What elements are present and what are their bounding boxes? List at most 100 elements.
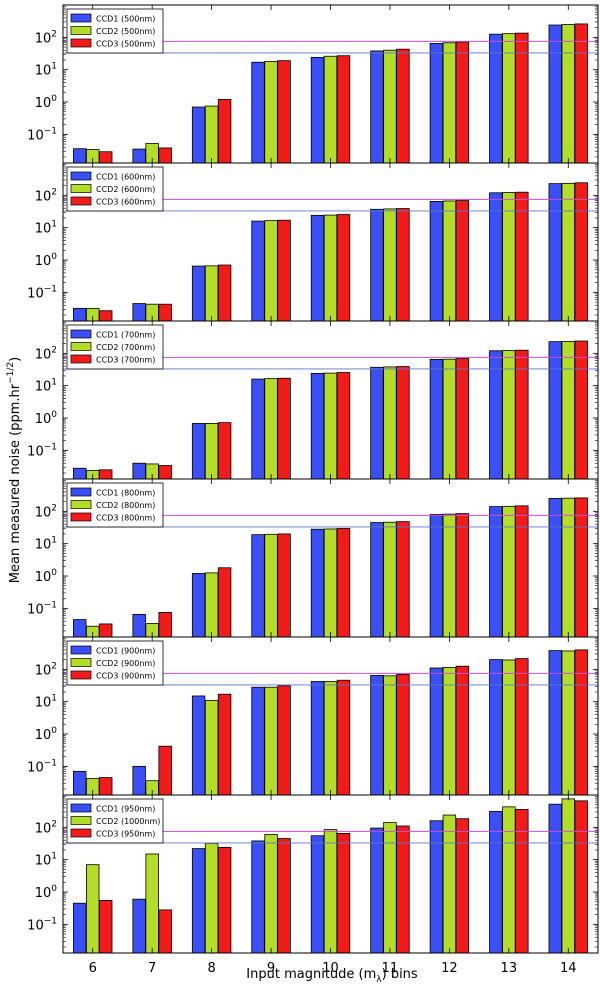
bar-ccd2-14 <box>561 650 575 796</box>
bar-ccd3-10 <box>336 832 351 954</box>
x-tick-label-6: 6 <box>89 961 97 976</box>
bar-ccd1-10 <box>310 681 325 796</box>
bar-ccd3-8 <box>217 693 232 796</box>
y-tick-base: 10 <box>35 505 52 520</box>
bar-ccd1-6 <box>73 148 87 164</box>
bar-ccd2-10 <box>323 681 338 796</box>
bar-ccd3-8 <box>217 99 232 164</box>
bar-ccd2-14 <box>561 24 575 164</box>
y-tick-exponent: −1 <box>44 916 57 926</box>
y-tick-label: 100 <box>35 252 58 269</box>
bar-ccd2-12 <box>442 42 457 164</box>
bar-ccd3-11 <box>396 825 410 954</box>
x-tick-label-7: 7 <box>148 961 156 976</box>
bar-ccd3-14 <box>574 497 588 638</box>
bar-ccd1-9 <box>251 534 265 638</box>
legend-swatch-ccd3 <box>70 512 92 522</box>
legend-swatch-ccd1 <box>70 13 92 23</box>
bar-ccd1-6 <box>73 619 87 638</box>
legend-swatch-ccd2 <box>70 816 92 825</box>
bar-ccd1-14 <box>548 498 562 638</box>
bar-ccd3-6 <box>99 777 113 796</box>
y-tick-exponent: 2 <box>51 187 57 197</box>
y-tick-base: 10 <box>35 64 52 79</box>
bar-ccd3-11 <box>396 521 410 638</box>
y-tick-base: 10 <box>35 886 52 901</box>
y-tick-exponent: 1 <box>51 694 57 704</box>
y-tick-label: 102 <box>35 29 57 46</box>
y-tick-label: 101 <box>35 220 57 237</box>
y-tick-label: 102 <box>35 661 57 678</box>
y-tick-label: 101 <box>35 62 57 79</box>
bar-ccd3-12 <box>455 358 470 480</box>
bar-ccd3-11 <box>396 48 410 164</box>
bar-ccd2-13 <box>502 350 516 480</box>
y-axis-label-main: Mean measured noise (ppm.hr <box>8 383 23 583</box>
bar-ccd1-12 <box>429 667 444 796</box>
bar-ccd3-12 <box>455 665 470 796</box>
bar-ccd3-8 <box>217 264 232 322</box>
x-tick-label-11: 11 <box>382 961 399 976</box>
legend: CCD1 (500nm) CCD2 (500nm) CCD3 (500nm) <box>66 8 164 54</box>
y-tick-exponent: 2 <box>51 29 57 39</box>
bar-ccd3-7 <box>158 465 172 480</box>
bar-ccd2-14 <box>561 798 575 954</box>
legend-label-ccd2: CCD2 (900nm) <box>96 659 155 668</box>
y-tick-label: 102 <box>35 187 57 204</box>
legend-swatch-ccd2 <box>70 658 92 667</box>
bar-ccd1-9 <box>251 220 265 322</box>
bar-ccd1-11 <box>370 522 384 638</box>
bar-ccd2-10 <box>323 214 338 322</box>
bar-ccd3-12 <box>455 818 470 954</box>
bar-ccd1-11 <box>370 674 384 796</box>
bar-ccd3-6 <box>99 151 113 164</box>
bar-ccd2-8 <box>204 842 219 954</box>
y-tick-exponent: −1 <box>44 758 57 768</box>
y-tick-base: 10 <box>35 663 52 678</box>
bar-ccd1-10 <box>310 214 325 322</box>
bar-ccd1-12 <box>429 820 444 954</box>
legend-swatch-ccd2 <box>70 26 92 35</box>
bar-ccd3-10 <box>336 528 351 638</box>
bar-ccd1-9 <box>251 378 265 480</box>
bar-ccd3-7 <box>158 303 172 322</box>
bar-ccd2-12 <box>442 666 457 796</box>
y-tick-exponent: 1 <box>51 536 57 546</box>
y-tick-exponent: 2 <box>51 345 57 355</box>
bar-ccd2-14 <box>561 182 575 322</box>
legend-label-ccd1: CCD1 (800nm) <box>96 489 155 498</box>
legend-label-ccd3: CCD3 (600nm) <box>96 198 155 207</box>
bar-ccd3-8 <box>217 422 232 480</box>
bar-ccd1-14 <box>548 183 562 322</box>
bar-ccd2-11 <box>383 366 397 480</box>
y-tick-exponent: 0 <box>51 252 57 262</box>
x-axis-label-sub: λ <box>376 975 382 985</box>
y-tick-label: 102 <box>35 503 57 520</box>
x-tick-label-10: 10 <box>322 961 339 976</box>
legend-label-ccd1: CCD1 (900nm) <box>96 647 155 656</box>
bar-ccd1-10 <box>310 372 325 480</box>
y-tick-label: 10−1 <box>27 284 57 301</box>
legend-swatch-ccd2 <box>70 184 92 193</box>
y-tick-base: 10 <box>27 128 44 143</box>
bar-ccd2-10 <box>323 528 338 638</box>
legend-swatch-ccd3 <box>70 828 92 838</box>
bar-ccd1-6 <box>73 902 87 954</box>
bar-ccd3-13 <box>515 808 529 954</box>
bar-ccd1-7 <box>132 765 146 796</box>
bar-ccd3-11 <box>396 673 410 796</box>
bar-ccd3-7 <box>158 745 172 796</box>
bar-ccd2-10 <box>323 829 338 954</box>
y-tick-base: 10 <box>35 222 52 237</box>
bar-ccd2-12 <box>442 513 457 638</box>
bar-ccd1-9 <box>251 840 265 954</box>
y-tick-base: 10 <box>35 412 52 427</box>
bar-ccd1-8 <box>191 423 206 480</box>
y-tick-exponent: 0 <box>51 410 57 420</box>
bar-ccd2-12 <box>442 200 457 322</box>
bar-ccd3-10 <box>336 55 351 164</box>
legend-swatch-ccd3 <box>70 354 92 364</box>
